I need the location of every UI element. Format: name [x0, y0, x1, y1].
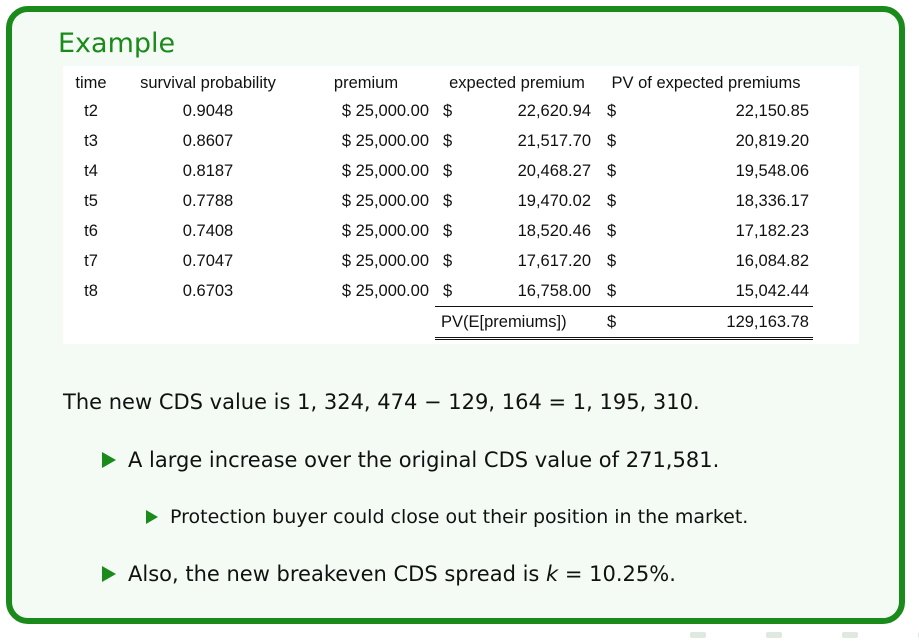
cell-pv: 19,548.06 — [735, 161, 809, 180]
table-row: t8 0.6703 $ 25,000.00 $16,758.00 $15,042.44 — [63, 276, 813, 307]
total-value: 129,163.78 — [627, 306, 813, 340]
cell-time: t6 — [84, 221, 98, 240]
cell-premium: $ 25,000.00 — [341, 251, 429, 270]
cell-pv: 20,819.20 — [735, 131, 809, 150]
table-header-row: time survival probability premium expect… — [63, 70, 813, 96]
premium-table: time survival probability premium expect… — [63, 70, 813, 340]
cell-pv-currency: $ — [599, 276, 627, 307]
cell-expected-currency: $ — [443, 101, 453, 120]
subbullet-1: Protection buyer could close out their p… — [146, 506, 748, 528]
table-total-row: PV(E[premiums]) $129,163.78 — [63, 306, 813, 340]
table-row: t7 0.7047 $ 25,000.00 $17,617.20 $16,084.82 — [63, 246, 813, 276]
cell-survival: 0.7408 — [182, 221, 234, 240]
cell-pv-currency: $ — [607, 101, 617, 120]
table-row: t2 0.9048 $ 25,000.00 $22,620.94 $22,150.85 — [63, 96, 813, 126]
header-pv: PV of expected premiums — [611, 73, 801, 92]
bullet-1-text: A large increase over the original CDS v… — [128, 448, 720, 472]
subbullet-1-text: Protection buyer could close out their p… — [170, 506, 749, 528]
cell-survival: 0.8187 — [182, 161, 234, 180]
table-row: t6 0.7408 $ 25,000.00 $18,520.46 $17,182.23 — [63, 216, 813, 246]
cell-survival: 0.8607 — [182, 131, 234, 150]
block-title: Example — [58, 28, 176, 59]
cell-survival: 0.9048 — [182, 101, 234, 120]
cell-pv: 22,150.85 — [735, 101, 809, 120]
cell-pv: 18,336.17 — [735, 191, 809, 210]
cell-expected: 20,468.27 — [517, 161, 591, 180]
cell-pv-currency: $ — [607, 221, 617, 240]
cell-time: t8 — [84, 281, 98, 300]
bullet-1: A large increase over the original CDS v… — [102, 448, 719, 472]
cell-premium: $ 25,000.00 — [341, 191, 429, 210]
cell-pv-currency: $ — [607, 191, 617, 210]
premium-table-panel: time survival probability premium expect… — [63, 66, 859, 344]
cell-expected: 19,470.02 — [517, 191, 591, 210]
table-row: t5 0.7788 $ 25,000.00 $19,470.02 $18,336.17 — [63, 186, 813, 216]
variable-k: k — [546, 562, 559, 586]
cell-time: t3 — [84, 131, 98, 150]
nav-prev-icon[interactable] — [690, 632, 706, 638]
cell-expected: 17,617.20 — [517, 251, 591, 270]
cell-expected-currency: $ — [443, 221, 453, 240]
table-row: t3 0.8607 $ 25,000.00 $21,517.70 $20,819.20 — [63, 126, 813, 156]
triangle-bullet-icon — [102, 566, 116, 582]
cell-pv-currency: $ — [607, 161, 617, 180]
cell-expected-currency: $ — [435, 276, 463, 307]
total-spacer — [63, 307, 435, 339]
header-premium: premium — [333, 73, 399, 92]
cell-survival: 0.7788 — [182, 191, 234, 210]
cell-pv: 15,042.44 — [627, 276, 813, 307]
cell-time: t7 — [84, 251, 98, 270]
nav-next-icon[interactable] — [842, 632, 858, 638]
cell-survival: 0.7047 — [182, 251, 234, 270]
cell-time: t5 — [84, 191, 98, 210]
total-label: PV(E[premiums]) — [435, 306, 599, 340]
cell-survival: 0.6703 — [182, 281, 234, 300]
cell-expected-currency: $ — [443, 161, 453, 180]
table-body: t2 0.9048 $ 25,000.00 $22,620.94 $22,150.85 t… — [63, 96, 813, 340]
header-survival: survival probability — [140, 73, 276, 92]
header-time: time — [75, 73, 107, 92]
cell-premium: $ 25,000.00 — [341, 221, 429, 240]
cell-premium: $ 25,000.00 — [341, 101, 429, 120]
triangle-bullet-icon — [102, 452, 116, 468]
triangle-bullet-icon — [146, 510, 158, 524]
cell-time: t4 — [84, 161, 98, 180]
slide-navigation[interactable] — [690, 632, 919, 638]
cell-premium: $ 25,000.00 — [341, 161, 429, 180]
total-currency: $ — [599, 306, 627, 340]
cell-time: t2 — [84, 101, 98, 120]
bullet-2-text: Also, the new breakeven CDS spread is k … — [128, 562, 676, 586]
cell-pv: 17,182.23 — [735, 221, 809, 240]
cell-pv: 16,084.82 — [735, 251, 809, 270]
cell-premium: $ 25,000.00 — [341, 131, 429, 150]
cell-premium: $ 25,000.00 — [341, 281, 429, 300]
nav-section-icon[interactable] — [766, 632, 782, 638]
cell-expected-currency: $ — [443, 131, 453, 150]
cell-pv-currency: $ — [607, 251, 617, 270]
cell-expected: 16,758.00 — [463, 276, 599, 307]
cell-pv-currency: $ — [607, 131, 617, 150]
cell-expected-currency: $ — [443, 191, 453, 210]
header-expected: expected premium — [449, 73, 585, 92]
cell-expected: 22,620.94 — [517, 101, 591, 120]
cds-value-statement: The new CDS value is 1, 324, 474 − 129, … — [63, 390, 700, 414]
bullet-2: Also, the new breakeven CDS spread is k … — [102, 562, 676, 586]
cell-expected: 18,520.46 — [517, 221, 591, 240]
cell-expected-currency: $ — [443, 251, 453, 270]
table-row: t4 0.8187 $ 25,000.00 $20,468.27 $19,548.06 — [63, 156, 813, 186]
cell-expected: 21,517.70 — [517, 131, 591, 150]
